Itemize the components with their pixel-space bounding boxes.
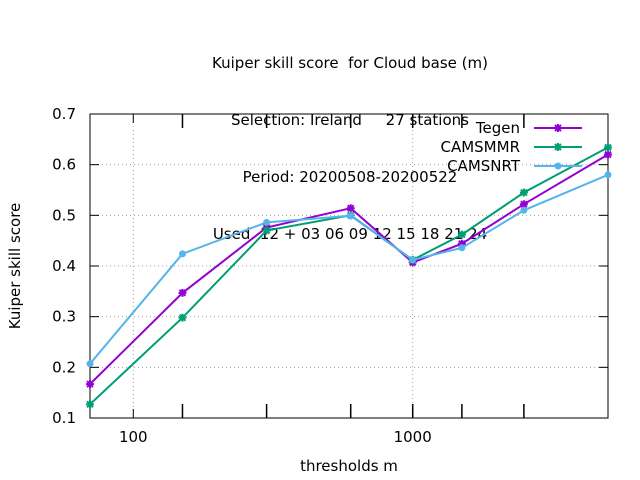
data-point <box>178 313 187 322</box>
x-axis-label: thresholds m <box>300 457 398 475</box>
legend-label: CAMSNRT <box>447 157 521 175</box>
legend-marker <box>554 162 562 170</box>
data-point <box>457 230 466 239</box>
x-tick-label: 1000 <box>394 428 432 446</box>
series-line <box>89 146 609 406</box>
marker-stroke <box>178 313 187 322</box>
series-group <box>86 143 612 409</box>
data-point <box>86 380 94 389</box>
title-line-3: Period: 20200508-20200522 <box>242 168 458 186</box>
ticks: 0.1 0.2 0.3 0.4 0.5 0.6 0.7 100 1000 <box>52 105 608 446</box>
legend-label: Tegen <box>475 119 520 137</box>
series-tegen <box>86 150 612 389</box>
y-tick-label: 0.5 <box>52 206 76 224</box>
legend-marker <box>554 143 562 151</box>
data-point <box>178 288 187 297</box>
marker-stroke <box>86 380 94 388</box>
legend-marker <box>554 124 562 132</box>
marker-stroke <box>347 204 355 212</box>
y-tick-label: 0.2 <box>52 358 76 376</box>
series-line <box>89 173 609 365</box>
data-point <box>604 143 612 152</box>
marker-stroke <box>554 143 562 151</box>
data-point <box>86 360 94 368</box>
series-line <box>89 153 609 385</box>
marker-stroke <box>604 150 612 159</box>
title-line-2: Selection: Ireland 27 stations <box>231 111 469 129</box>
y-tick-label: 0.3 <box>52 308 76 326</box>
data-point <box>519 188 528 197</box>
grid <box>90 114 608 418</box>
data-point <box>604 150 612 159</box>
data-point <box>86 400 94 409</box>
data-point <box>263 218 271 226</box>
marker-stroke <box>520 200 528 208</box>
data-point <box>262 226 271 235</box>
data-point <box>458 244 466 252</box>
marker-stroke <box>178 289 187 297</box>
data-point <box>347 212 355 220</box>
data-point <box>409 256 417 264</box>
data-point <box>604 171 612 179</box>
legend-label: CAMSMMR <box>440 138 520 156</box>
y-axis-label: Kuiper skill score <box>6 203 24 330</box>
x-tick-label: 100 <box>119 428 148 446</box>
marker-stroke <box>262 226 271 235</box>
y-tick-label: 0.6 <box>52 156 76 174</box>
marker-stroke <box>554 124 562 132</box>
marker-stroke <box>86 400 94 409</box>
y-tick-label: 0.7 <box>52 105 76 123</box>
data-point <box>346 204 355 213</box>
data-point <box>520 206 528 214</box>
title-line-1: Kuiper skill score for Cloud base (m) <box>212 54 488 72</box>
series-camsnrt <box>86 171 612 368</box>
marker-stroke <box>520 188 528 197</box>
marker-stroke <box>604 143 612 152</box>
marker-stroke <box>458 230 466 239</box>
data-point <box>178 250 186 258</box>
y-tick-label: 0.1 <box>52 409 76 427</box>
y-tick-label: 0.4 <box>52 257 76 275</box>
